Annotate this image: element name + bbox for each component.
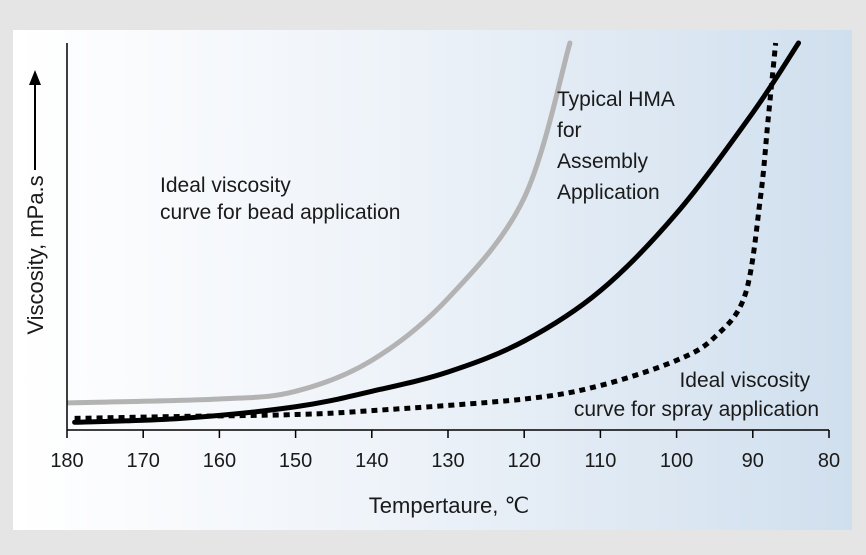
x-tick-label: 170 (127, 450, 160, 472)
y-axis-title: Viscosity, mPa.s (23, 175, 48, 334)
viscosity-temperature-chart: 180 170 160 150 140 130 120 110 100 90 80 Viscosit… (23, 40, 840, 518)
y-axis-arrow-head (29, 70, 41, 85)
annotation-bead: Ideal viscosity curve for bead applicati… (160, 174, 401, 224)
annotation-spray: Ideal viscosity curve for spray applicat… (574, 369, 819, 421)
x-tick-label: 140 (355, 450, 388, 472)
spray-application-curve (74, 42, 779, 421)
x-tick-label: 120 (508, 450, 541, 472)
annotation-hma: Typical HMA for Assembly Application (557, 88, 680, 204)
x-tick-label: 150 (279, 450, 312, 472)
typical-hma-curve (72, 40, 802, 425)
bead-application-curve (67, 40, 573, 406)
x-tick-label: 110 (584, 450, 616, 472)
x-tick-label: 130 (431, 450, 464, 472)
x-tick-label: 80 (818, 450, 840, 472)
x-tick-label: 160 (203, 450, 236, 472)
y-axis-title-group: Viscosity, mPa.s (23, 70, 48, 335)
x-tick-label: 180 (50, 450, 83, 472)
x-tick-label: 100 (660, 450, 693, 472)
x-tick-label: 90 (742, 450, 764, 472)
x-axis-title: Tempertaure, ℃ (369, 493, 529, 518)
chart-figure: 180 170 160 150 140 130 120 110 100 90 80 Viscosit… (13, 30, 852, 530)
